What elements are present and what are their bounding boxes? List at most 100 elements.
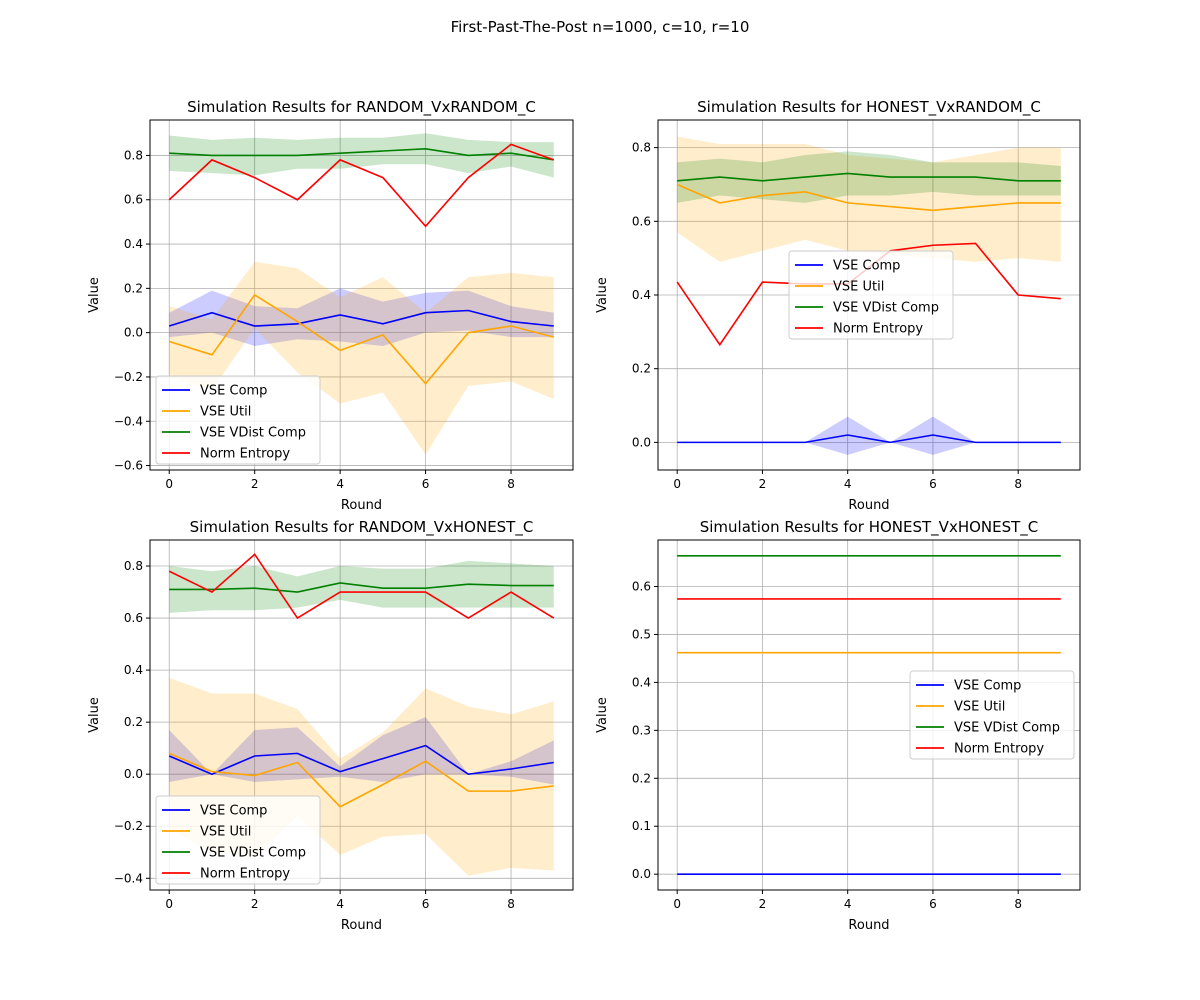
- y-tick-label: 0.6: [632, 580, 651, 594]
- legend-box: [788, 250, 954, 340]
- y-axis-label: Value: [595, 277, 610, 313]
- legend: VSE Comp VSE Util VSE VDist Comp Norm Entro…: [155, 795, 321, 885]
- y-tick-label: 0.3: [632, 723, 651, 737]
- confidence-band: [677, 151, 1061, 203]
- legend: VSE Comp VSE Util VSE VDist Comp Norm Entro…: [909, 670, 1075, 760]
- x-tick-label: 2: [759, 897, 767, 911]
- x-axis-label: Round: [341, 498, 382, 513]
- series-line: [168, 744, 554, 776]
- figure-title: First-Past-The-Post n=1000, c=10, r=10: [451, 18, 750, 36]
- confidence-band: [169, 133, 554, 178]
- series-line: [168, 553, 555, 620]
- x-tick-label: 4: [844, 897, 852, 911]
- x-tick-label: 6: [422, 477, 430, 491]
- series-line: [168, 309, 554, 327]
- legend-box: [155, 375, 321, 465]
- subplot-title: Simulation Results for RANDOM_VxRANDOM_C: [187, 98, 536, 117]
- legend-label: VSE Util: [954, 700, 1005, 715]
- y-tick-label: 0.1: [632, 819, 651, 833]
- legend-label: VSE Comp: [954, 679, 1021, 694]
- legend-label: VSE VDist Comp: [833, 301, 939, 316]
- y-tick-label: 0.4: [632, 675, 651, 689]
- plot-frame: [657, 539, 1081, 891]
- x-tick-label: 6: [929, 897, 937, 911]
- legend-box: [909, 670, 1075, 760]
- y-tick-label: 0.6: [124, 193, 143, 207]
- y-tick-label: 0.4: [124, 237, 143, 251]
- x-tick-label: 4: [336, 897, 344, 911]
- subplot-2: 0.0 0.2 0.4 0.6 0.8 0 2 4 6 8 Simulation Results f…: [595, 98, 1081, 513]
- x-tick-label: 0: [673, 477, 681, 491]
- y-axis-label: Value: [87, 277, 102, 313]
- series-line: [168, 143, 555, 228]
- legend-label: VSE Util: [833, 280, 884, 295]
- legend-label: Norm Entropy: [200, 447, 290, 462]
- legend-label: Norm Entropy: [200, 867, 290, 882]
- y-tick-label: 0.2: [124, 715, 143, 729]
- legend-label: VSE VDist Comp: [954, 721, 1060, 736]
- plot-frame: [149, 539, 574, 891]
- y-axis-label: Value: [87, 697, 102, 733]
- y-tick-label: 0.0: [632, 867, 651, 881]
- y-tick-label: 0.0: [124, 767, 143, 781]
- legend-label: VSE VDist Comp: [200, 426, 306, 441]
- x-axis-label: Round: [341, 918, 382, 933]
- y-tick-label: 0.0: [124, 326, 143, 340]
- x-tick-label: 0: [165, 897, 173, 911]
- y-tick-label: 0.8: [124, 148, 143, 162]
- x-axis-label: Round: [848, 498, 889, 513]
- x-tick-label: 8: [1014, 477, 1022, 491]
- series-line: [677, 434, 1061, 444]
- confidence-band: [169, 560, 554, 613]
- x-tick-label: 4: [336, 477, 344, 491]
- y-tick-label: 0.0: [632, 435, 651, 449]
- x-tick-label: 2: [251, 897, 259, 911]
- y-tick-label: 0.6: [632, 214, 651, 228]
- y-tick-label: 0.4: [632, 288, 651, 302]
- x-tick-label: 0: [673, 897, 681, 911]
- legend-label: VSE Comp: [833, 259, 900, 274]
- x-tick-label: 8: [1014, 897, 1022, 911]
- x-tick-label: 0: [165, 477, 173, 491]
- y-tick-label: −0.2: [114, 819, 143, 833]
- legend-label: Norm Entropy: [833, 322, 923, 337]
- y-tick-label: 0.2: [632, 771, 651, 785]
- y-tick-label: 0.6: [124, 611, 143, 625]
- x-axis-label: Round: [848, 918, 889, 933]
- series-line: [677, 172, 1061, 182]
- y-tick-label: 0.5: [632, 627, 651, 641]
- x-tick-label: 8: [507, 897, 515, 911]
- y-tick-label: 0.4: [124, 663, 143, 677]
- subplot-1: −0.6 −0.4 −0.2 0.0 0.2 0.4 0.6 0.8 0 2 4 6 8 Simulati…: [87, 98, 574, 513]
- x-tick-label: 4: [844, 477, 852, 491]
- x-tick-label: 6: [422, 897, 430, 911]
- legend-label: VSE Util: [200, 405, 251, 420]
- subplot-title: Simulation Results for HONEST_VxRANDOM_C: [697, 98, 1041, 117]
- legend-label: Norm Entropy: [954, 742, 1044, 757]
- x-tick-label: 2: [759, 477, 767, 491]
- series-line: [168, 752, 554, 808]
- subplot-title: Simulation Results for RANDOM_VxHONEST_C: [190, 518, 534, 537]
- subplot-4: 0.0 0.1 0.2 0.3 0.4 0.5 0.6 0 2 4 6 8 Simulation Res…: [595, 518, 1081, 933]
- subplot-3: −0.4 −0.2 0.0 0.2 0.4 0.6 0.8 0 2 4 6 8 Simulation R…: [87, 518, 574, 933]
- legend: VSE Comp VSE Util VSE VDist Comp Norm Entro…: [788, 250, 954, 340]
- confidence-band: [677, 416, 1061, 455]
- series-line: [169, 147, 554, 161]
- y-tick-label: 0.8: [124, 559, 143, 573]
- legend-label: VSE Comp: [200, 384, 267, 399]
- x-tick-label: 8: [507, 477, 515, 491]
- confidence-band: [677, 136, 1061, 262]
- legend: VSE Comp VSE Util VSE VDist Comp Norm Entro…: [155, 375, 321, 465]
- y-tick-label: −0.4: [114, 871, 143, 885]
- series-line: [169, 582, 554, 593]
- x-tick-label: 6: [929, 477, 937, 491]
- legend-box: [155, 795, 321, 885]
- plot-frame: [149, 119, 574, 471]
- y-tick-label: 0.8: [632, 141, 651, 155]
- legend-label: VSE Util: [200, 825, 251, 840]
- y-tick-label: −0.4: [114, 414, 143, 428]
- legend-label: VSE VDist Comp: [200, 846, 306, 861]
- series-line: [676, 183, 1061, 212]
- y-tick-label: −0.2: [114, 370, 143, 384]
